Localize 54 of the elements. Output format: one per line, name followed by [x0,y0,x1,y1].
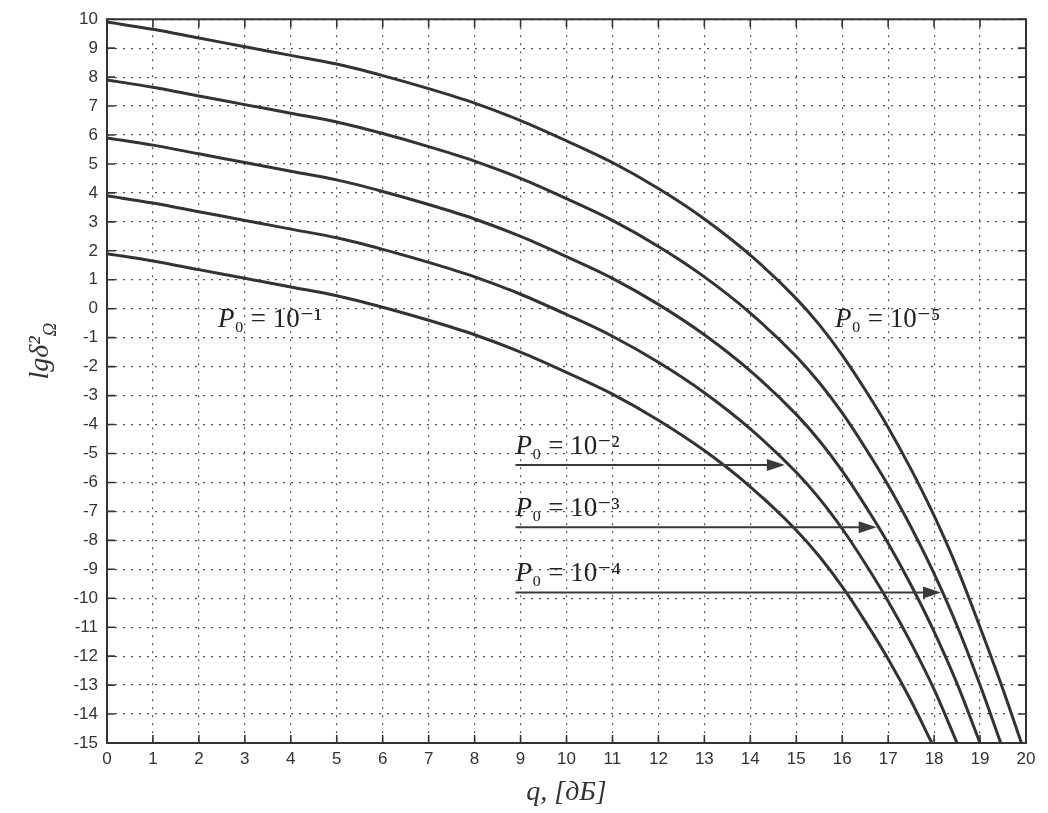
x-tick-label: 2 [194,748,204,768]
x-tick-label: 15 [786,748,806,768]
y-tick-label: -11 [74,616,98,636]
annotation: P₀ = 10⁻¹ [217,303,323,334]
x-tick-label: 14 [740,748,760,768]
y-tick-label: 0 [88,298,98,318]
y-tick-label: -1 [82,327,98,347]
x-tick-label: 5 [332,748,342,768]
y-tick-label: 3 [88,211,98,231]
y-axis-title: lgδ²Ω [23,322,61,380]
y-tick-label: -3 [82,385,98,405]
y-tick-label: -7 [82,501,98,521]
x-tick-label: 17 [878,748,898,768]
annotation: P₀ = 10⁻³ [514,492,620,523]
y-tick-label: -10 [73,587,98,607]
y-tick-label: -9 [82,558,98,578]
y-tick-label: 10 [79,8,98,28]
x-tick-label: 20 [1016,748,1036,768]
y-tick-label: -2 [82,356,98,376]
x-tick-label: 16 [832,748,852,768]
x-axis-title: q, [дБ] [526,774,607,806]
y-tick-label: -13 [73,674,98,694]
y-tick-label: 9 [88,37,98,57]
x-tick-label: 9 [515,748,526,768]
x-tick-label: 18 [924,748,944,768]
y-tick-label: -14 [73,703,98,723]
x-tick-label: 0 [102,748,112,768]
y-tick-label: -4 [82,414,98,434]
annotation: P₀ = 10⁻² [514,430,620,461]
y-tick-label: 5 [88,153,98,173]
x-tick-label: 13 [694,748,714,768]
x-tick-label: 3 [240,748,250,768]
annotation: P₀ = 10⁻⁵ [834,303,941,334]
x-tick-label: 7 [423,748,434,768]
x-tick-label: 4 [286,748,296,768]
x-tick-label: 6 [377,748,388,768]
x-tick-label: 11 [603,748,622,768]
y-tick-label: -12 [73,645,98,665]
y-tick-label: 8 [88,66,98,86]
y-tick-label: 6 [88,124,98,144]
y-tick-label: 7 [88,95,98,115]
x-tick-label: 19 [970,748,990,768]
y-tick-label: -15 [73,732,98,752]
y-tick-label: 2 [88,240,98,260]
annotation: P₀ = 10⁻⁴ [514,557,621,588]
x-tick-label: 8 [469,748,480,768]
y-tick-label: 1 [88,269,98,289]
y-tick-label: 4 [88,182,98,202]
x-tick-label: 12 [648,748,668,768]
y-tick-label: -6 [82,472,98,492]
x-tick-label: 10 [557,748,576,768]
y-tick-label: -8 [82,530,98,550]
y-tick-label: -5 [82,443,98,463]
x-tick-label: 1 [148,748,158,768]
